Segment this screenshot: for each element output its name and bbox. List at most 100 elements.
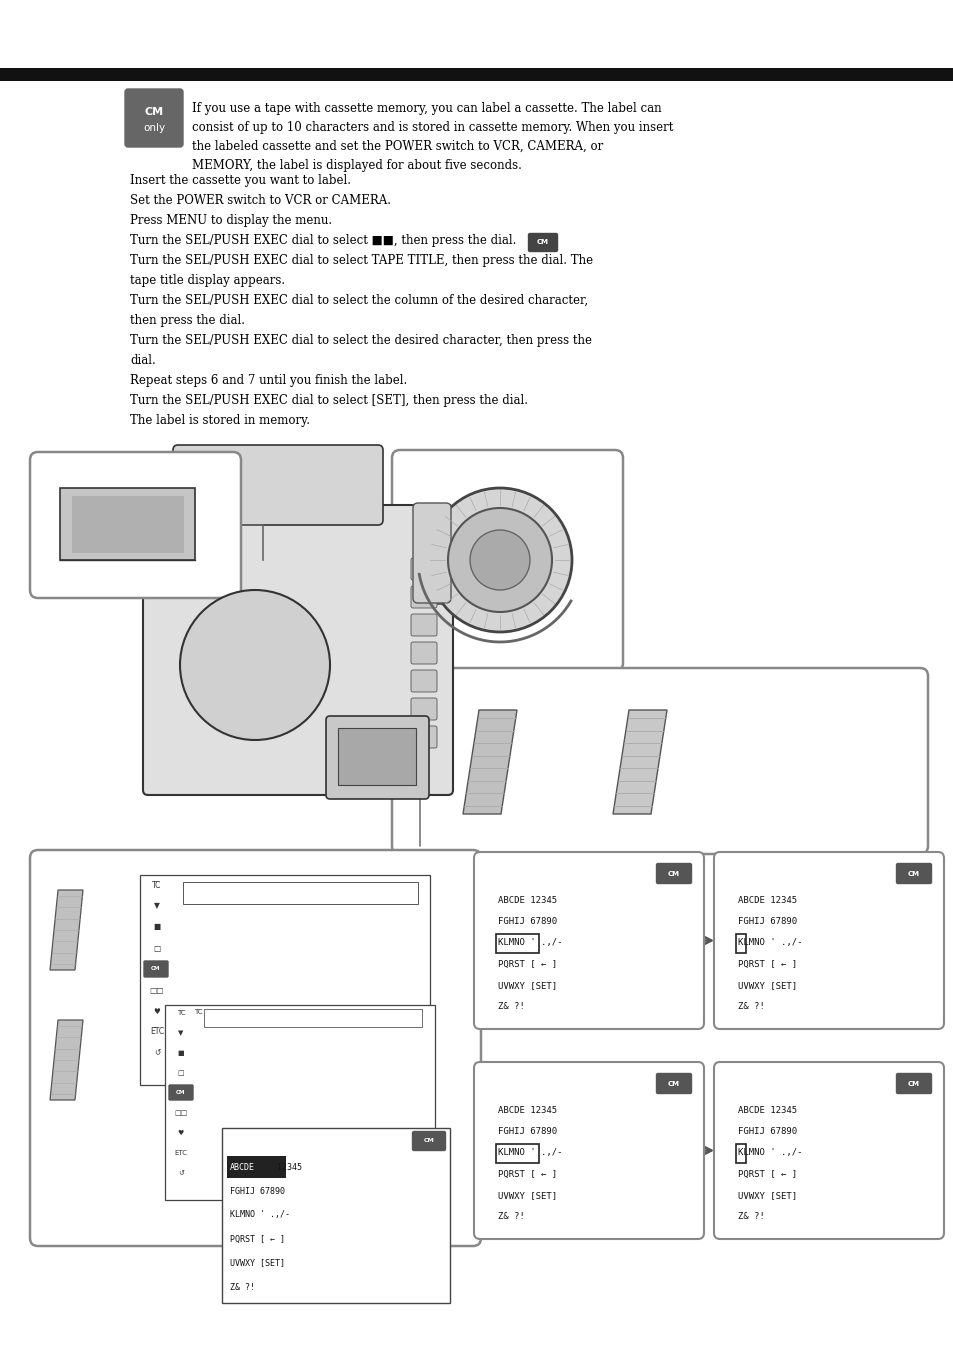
Polygon shape xyxy=(462,710,517,814)
Text: Turn the SEL/PUSH EXEC dial to select [SET], then press the dial.: Turn the SEL/PUSH EXEC dial to select [S… xyxy=(130,393,527,407)
Text: Turn the SEL/PUSH EXEC dial to select the column of the desired character,: Turn the SEL/PUSH EXEC dial to select th… xyxy=(130,293,587,307)
Polygon shape xyxy=(50,1019,83,1101)
FancyBboxPatch shape xyxy=(125,89,183,147)
FancyBboxPatch shape xyxy=(411,614,436,635)
Text: PQRST [ ← ]: PQRST [ ← ] xyxy=(738,960,797,968)
Text: tape title display appears.: tape title display appears. xyxy=(130,274,285,287)
FancyBboxPatch shape xyxy=(412,1132,445,1151)
Text: □: □ xyxy=(153,944,160,953)
Text: ↺: ↺ xyxy=(178,1169,184,1176)
Text: Z& ?!: Z& ?! xyxy=(230,1283,254,1291)
Text: ■: ■ xyxy=(153,922,160,932)
Circle shape xyxy=(180,589,330,740)
FancyBboxPatch shape xyxy=(411,698,436,721)
Text: ABCDE: ABCDE xyxy=(230,1163,254,1171)
Text: PQRST [ ← ]: PQRST [ ← ] xyxy=(738,1169,797,1179)
Text: Turn the SEL/PUSH EXEC dial to select the desired character, then press the: Turn the SEL/PUSH EXEC dial to select th… xyxy=(130,334,592,347)
FancyBboxPatch shape xyxy=(392,668,927,854)
Text: then press the dial.: then press the dial. xyxy=(130,314,245,327)
Bar xyxy=(496,934,538,953)
Text: ETC: ETC xyxy=(174,1151,188,1156)
Bar xyxy=(60,488,194,560)
Text: ■: ■ xyxy=(177,1051,184,1056)
Text: ▼: ▼ xyxy=(178,1030,184,1036)
Text: CM: CM xyxy=(423,1138,434,1144)
Text: ↺: ↺ xyxy=(153,1049,160,1057)
FancyBboxPatch shape xyxy=(411,726,436,748)
Circle shape xyxy=(470,530,530,589)
Text: KLMNO ' .,/-: KLMNO ' .,/- xyxy=(497,1148,562,1157)
Text: Set the POWER switch to VCR or CAMERA.: Set the POWER switch to VCR or CAMERA. xyxy=(130,193,391,207)
Bar xyxy=(183,882,417,904)
FancyBboxPatch shape xyxy=(411,671,436,692)
Bar xyxy=(496,1144,538,1163)
Text: Turn the SEL/PUSH EXEC dial to select ■■, then press the dial.: Turn the SEL/PUSH EXEC dial to select ■■… xyxy=(130,234,516,247)
Text: ABCDE 12345: ABCDE 12345 xyxy=(738,1106,797,1115)
Text: TC: TC xyxy=(172,882,182,891)
FancyBboxPatch shape xyxy=(326,717,429,799)
Text: KLMNO ' .,/-: KLMNO ' .,/- xyxy=(230,1210,290,1220)
Text: consist of up to 10 characters and is stored in cassette memory. When you insert: consist of up to 10 characters and is st… xyxy=(192,120,673,134)
Text: The label is stored in memory.: The label is stored in memory. xyxy=(130,414,310,427)
Text: UVWXY [SET]: UVWXY [SET] xyxy=(497,1191,557,1199)
Text: UVWXY [SET]: UVWXY [SET] xyxy=(230,1259,285,1268)
FancyBboxPatch shape xyxy=(411,585,436,608)
Bar xyxy=(227,1156,286,1178)
FancyBboxPatch shape xyxy=(144,961,168,977)
Text: Turn the SEL/PUSH EXEC dial to select TAPE TITLE, then press the dial. The: Turn the SEL/PUSH EXEC dial to select TA… xyxy=(130,254,593,266)
Text: CM: CM xyxy=(144,107,163,118)
Text: ▼: ▼ xyxy=(153,902,160,910)
Bar xyxy=(337,727,416,786)
Text: UVWXY [SET]: UVWXY [SET] xyxy=(738,980,797,990)
Text: ABCDE 12345: ABCDE 12345 xyxy=(497,896,557,904)
Text: the labeled cassette and set the POWER switch to VCR, CAMERA, or: the labeled cassette and set the POWER s… xyxy=(192,141,602,153)
Bar xyxy=(735,934,745,953)
Text: MEMORY, the label is displayed for about five seconds.: MEMORY, the label is displayed for about… xyxy=(192,160,521,172)
Text: TC: TC xyxy=(152,880,161,890)
Text: UVWXY [SET]: UVWXY [SET] xyxy=(738,1191,797,1199)
Text: ♥: ♥ xyxy=(153,1006,160,1015)
FancyBboxPatch shape xyxy=(896,864,930,883)
FancyBboxPatch shape xyxy=(713,852,943,1029)
Text: Insert the cassette you want to label.: Insert the cassette you want to label. xyxy=(130,174,351,187)
Text: Z& ?!: Z& ?! xyxy=(738,1002,764,1011)
FancyBboxPatch shape xyxy=(30,452,241,598)
Text: Z& ?!: Z& ?! xyxy=(497,1002,524,1011)
FancyBboxPatch shape xyxy=(411,642,436,664)
Text: PQRST [ ← ]: PQRST [ ← ] xyxy=(497,1169,557,1179)
Text: dial.: dial. xyxy=(130,354,155,366)
FancyBboxPatch shape xyxy=(474,852,703,1029)
Text: Repeat steps 6 and 7 until you finish the label.: Repeat steps 6 and 7 until you finish th… xyxy=(130,375,407,387)
Text: PQRST [ ← ]: PQRST [ ← ] xyxy=(230,1234,285,1244)
Text: ETC: ETC xyxy=(150,1028,164,1037)
Bar xyxy=(71,496,184,553)
FancyBboxPatch shape xyxy=(392,450,622,671)
FancyBboxPatch shape xyxy=(896,1073,930,1094)
Polygon shape xyxy=(613,710,666,814)
Text: FGHIJ 67890: FGHIJ 67890 xyxy=(230,1187,285,1195)
Text: KLMNO ' .,/-: KLMNO ' .,/- xyxy=(738,938,801,948)
Bar xyxy=(140,875,430,1086)
Polygon shape xyxy=(50,890,83,969)
Text: CM: CM xyxy=(667,1080,679,1087)
FancyBboxPatch shape xyxy=(474,1063,703,1238)
Bar xyxy=(0,68,953,81)
Text: KLMNO ' .,/-: KLMNO ' .,/- xyxy=(497,938,562,948)
Text: FGHIJ 67890: FGHIJ 67890 xyxy=(738,917,797,926)
Text: FGHIJ 67890: FGHIJ 67890 xyxy=(497,1128,557,1136)
Text: ABCDE 12345: ABCDE 12345 xyxy=(497,1106,557,1115)
Bar xyxy=(204,1009,421,1028)
Text: If you use a tape with cassette memory, you can label a cassette. The label can: If you use a tape with cassette memory, … xyxy=(192,101,661,115)
FancyBboxPatch shape xyxy=(713,1063,943,1238)
Circle shape xyxy=(200,610,310,721)
FancyBboxPatch shape xyxy=(656,864,691,883)
FancyBboxPatch shape xyxy=(172,445,382,525)
Text: PQRST [ ← ]: PQRST [ ← ] xyxy=(497,960,557,968)
Text: KLMNO ' .,/-: KLMNO ' .,/- xyxy=(738,1148,801,1157)
Text: □: □ xyxy=(177,1069,184,1076)
Text: CM: CM xyxy=(537,239,548,246)
FancyBboxPatch shape xyxy=(656,1073,691,1094)
Text: 12345: 12345 xyxy=(272,1163,302,1171)
Text: FGHIJ 67890: FGHIJ 67890 xyxy=(497,917,557,926)
Text: Press MENU to display the menu.: Press MENU to display the menu. xyxy=(130,214,332,227)
